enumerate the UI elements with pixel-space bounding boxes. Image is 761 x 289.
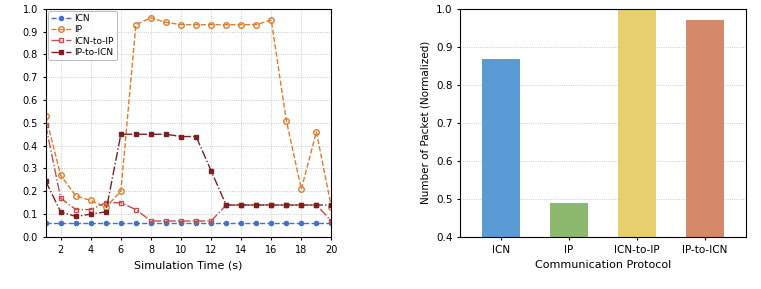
IP	[41, 114, 50, 118]
IP-to-ICN	[101, 210, 110, 214]
IP	[146, 16, 155, 20]
IP	[101, 205, 110, 209]
ICN	[297, 221, 306, 224]
Line: ICN: ICN	[43, 221, 333, 225]
IP-to-ICN	[146, 132, 155, 136]
ICN-to-IP	[266, 203, 275, 207]
IP-to-ICN	[327, 203, 336, 207]
ICN	[252, 221, 261, 224]
IP	[72, 194, 81, 198]
IP-to-ICN	[282, 203, 291, 207]
IP-to-ICN	[252, 203, 261, 207]
Bar	[482, 59, 520, 237]
IP	[327, 205, 336, 209]
ICN-to-IP	[327, 219, 336, 223]
ICN-to-IP	[41, 123, 50, 127]
ICN-to-IP	[116, 201, 126, 205]
IP-to-ICN	[132, 132, 141, 136]
ICN-to-IP	[146, 219, 155, 223]
ICN-to-IP	[161, 219, 170, 223]
IP	[252, 23, 261, 26]
Bar	[550, 203, 587, 237]
ICN-to-IP	[282, 203, 291, 207]
ICN	[116, 221, 126, 224]
Y-axis label: Number of Packet (Normalized): Number of Packet (Normalized)	[420, 41, 430, 204]
IP	[161, 21, 170, 24]
ICN-to-IP	[237, 203, 246, 207]
ICN-to-IP	[101, 201, 110, 205]
ICN	[237, 221, 246, 224]
ICN-to-IP	[206, 219, 215, 223]
ICN	[41, 221, 50, 224]
IP-to-ICN	[312, 203, 321, 207]
IP	[297, 187, 306, 191]
IP	[86, 199, 95, 202]
ICN	[266, 221, 275, 224]
IP-to-ICN	[116, 132, 126, 136]
ICN	[132, 221, 141, 224]
IP	[312, 130, 321, 134]
IP-to-ICN	[221, 203, 231, 207]
Line: ICN-to-IP: ICN-to-IP	[43, 123, 334, 223]
IP	[282, 119, 291, 122]
IP	[266, 18, 275, 22]
IP-to-ICN	[297, 203, 306, 207]
Line: IP-to-ICN: IP-to-ICN	[43, 132, 334, 219]
Legend: ICN, IP, ICN-to-IP, IP-to-ICN: ICN, IP, ICN-to-IP, IP-to-ICN	[49, 11, 116, 60]
ICN-to-IP	[177, 219, 186, 223]
ICN-to-IP	[56, 197, 65, 200]
IP-to-ICN	[177, 135, 186, 138]
ICN	[146, 221, 155, 224]
Bar	[618, 9, 656, 237]
ICN	[72, 221, 81, 224]
ICN-to-IP	[297, 203, 306, 207]
ICN-to-IP	[86, 208, 95, 211]
IP	[132, 23, 141, 26]
Bar	[686, 20, 724, 237]
IP-to-ICN	[56, 210, 65, 214]
ICN	[101, 221, 110, 224]
IP-to-ICN	[237, 203, 246, 207]
ICN	[312, 221, 321, 224]
ICN	[161, 221, 170, 224]
IP	[221, 23, 231, 26]
X-axis label: Communication Protocol: Communication Protocol	[535, 260, 671, 270]
IP-to-ICN	[206, 169, 215, 173]
IP-to-ICN	[86, 212, 95, 216]
ICN	[177, 221, 186, 224]
ICN	[221, 221, 231, 224]
Line: IP: IP	[43, 15, 334, 210]
IP	[56, 174, 65, 177]
ICN-to-IP	[192, 219, 201, 223]
ICN	[327, 221, 336, 224]
IP-to-ICN	[41, 179, 50, 183]
ICN	[282, 221, 291, 224]
ICN	[206, 221, 215, 224]
IP	[116, 190, 126, 193]
IP-to-ICN	[72, 215, 81, 218]
IP-to-ICN	[266, 203, 275, 207]
ICN-to-IP	[132, 208, 141, 211]
X-axis label: Simulation Time (s): Simulation Time (s)	[135, 260, 243, 270]
ICN-to-IP	[252, 203, 261, 207]
ICN	[56, 221, 65, 224]
IP-to-ICN	[192, 135, 201, 138]
ICN-to-IP	[72, 208, 81, 211]
ICN-to-IP	[221, 203, 231, 207]
IP-to-ICN	[161, 132, 170, 136]
IP	[237, 23, 246, 26]
ICN	[86, 221, 95, 224]
ICN-to-IP	[312, 203, 321, 207]
IP	[192, 23, 201, 26]
IP	[206, 23, 215, 26]
IP	[177, 23, 186, 26]
ICN	[192, 221, 201, 224]
